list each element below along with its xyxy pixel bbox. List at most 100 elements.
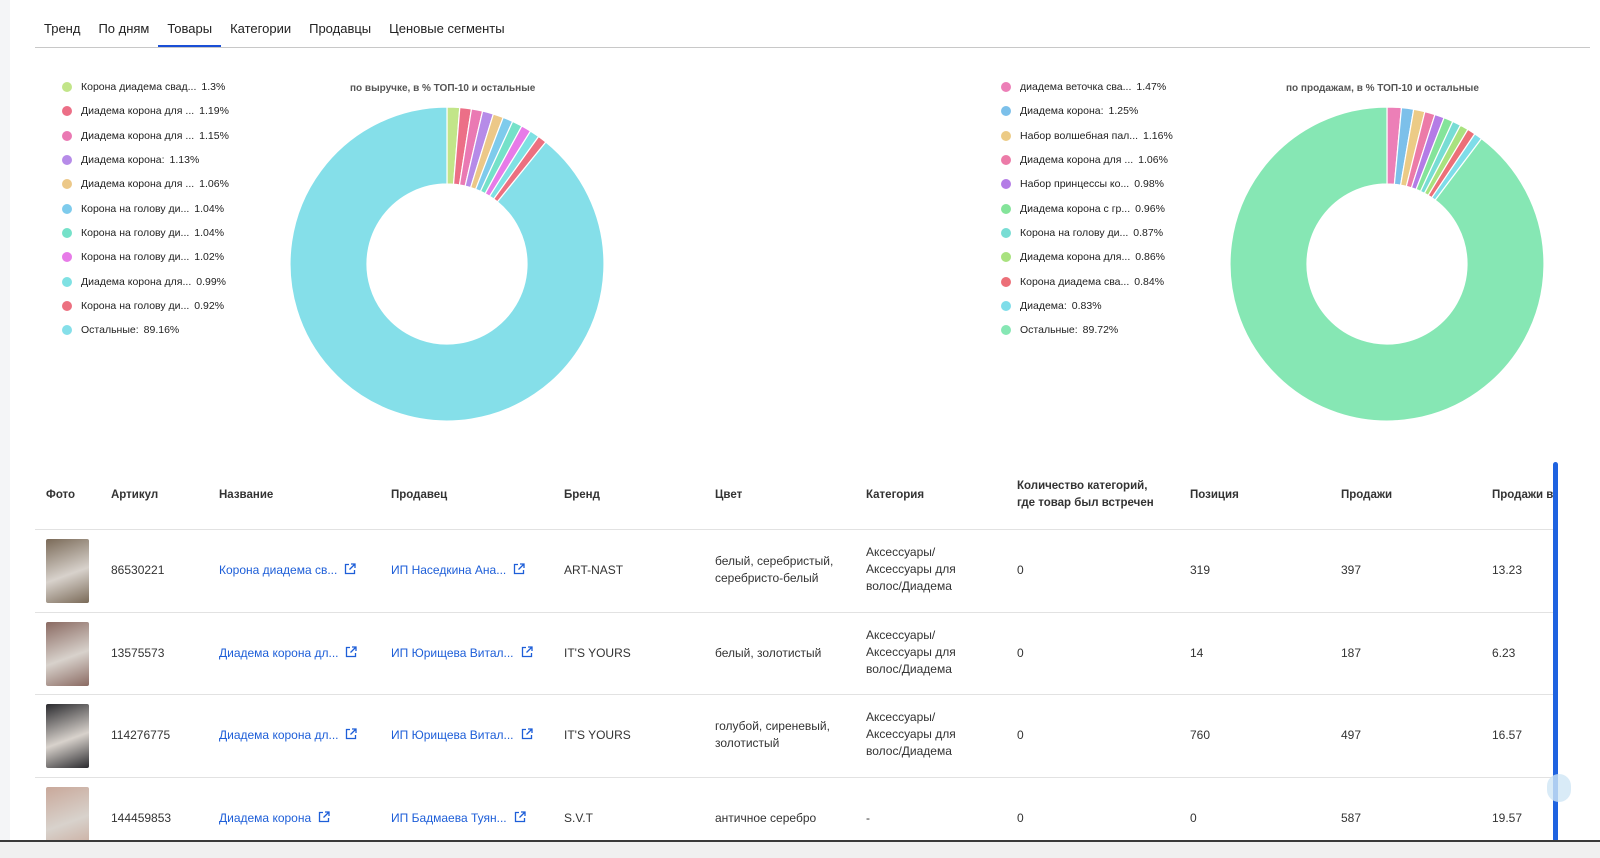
legend-item[interactable]: диадема веточка сва... 1.47% — [1001, 75, 1191, 99]
tab-by-days[interactable]: По дням — [98, 21, 150, 36]
legend-item[interactable]: Диадема корона для... 0.86% — [1001, 245, 1191, 269]
legend-item[interactable]: Диадема корона с гр... 0.96% — [1001, 196, 1191, 220]
legend-label: Диадема корона: — [1020, 105, 1104, 118]
product-name-link[interactable]: Диадема корона — [219, 810, 312, 825]
product-photo[interactable] — [46, 539, 89, 603]
legend-item[interactable]: Диадема корона для ... 1.15% — [62, 124, 252, 148]
color-cell: голубой, сиреневый, золотистый — [715, 719, 830, 750]
sales-cell: 587 — [1341, 810, 1362, 825]
legend-marker — [1001, 155, 1011, 166]
seller-link[interactable]: ИП Юрищева Витал... — [391, 645, 514, 660]
legend-item[interactable]: Корона диадема свад... 1.3% — [62, 75, 252, 99]
legend-label: Диадема корона с гр... — [1020, 202, 1131, 215]
legend-label: диадема веточка сва... — [1020, 81, 1132, 94]
category-cell: Аксессуары/ Аксессуары для волос/Диадема — [866, 627, 956, 676]
tab-price-segments[interactable]: Ценовые сегменты — [389, 21, 505, 36]
legend-item[interactable]: Диадема корона для... 0.99% — [62, 269, 252, 293]
legend-label: Диадема корона для... — [81, 275, 192, 288]
header-brand[interactable]: Бренд — [564, 489, 600, 501]
product-photo[interactable] — [46, 786, 89, 851]
legend-item[interactable]: Набор волшебная пал... 1.16% — [1001, 124, 1191, 148]
header-category-count[interactable]: Количество категорий, где товар был встр… — [1017, 480, 1154, 509]
donut-slice[interactable] — [1229, 106, 1545, 422]
external-link-icon[interactable] — [345, 728, 358, 740]
legend-label: Остальные: — [81, 324, 139, 337]
header-seller[interactable]: Продавец — [391, 489, 448, 501]
external-link-icon[interactable] — [514, 810, 526, 823]
legend-label: Диадема: — [1020, 299, 1067, 312]
header-color[interactable]: Цвет — [715, 489, 743, 501]
header-category[interactable]: Категория — [866, 489, 925, 501]
seller-link[interactable]: ИП Юрищева Витал... — [391, 728, 514, 742]
table-row[interactable]: 13575573 Диадема корона дл... ИП Юрищева… — [35, 613, 1555, 695]
seller-cell: ИП Юрищева Витал... — [391, 727, 533, 744]
article-cell: 86530221 — [111, 563, 165, 577]
legend-value: 1.04% — [194, 202, 225, 215]
table-row[interactable]: 114276775 Диадема корона дл... ИП Юрищев… — [35, 695, 1555, 778]
table-row[interactable]: 86530221 Корона диадема св... ИП Наседки… — [35, 530, 1555, 613]
legend-label: Диадема корона для ... — [81, 178, 195, 191]
legend-value: 1.02% — [194, 251, 225, 264]
header-name[interactable]: Название — [219, 489, 274, 501]
table-scrollbar[interactable] — [1553, 462, 1558, 842]
legend-marker — [62, 276, 72, 287]
legend-item[interactable]: Диадема корона: 1.25% — [1001, 99, 1191, 123]
legend-marker — [62, 325, 72, 336]
legend-item[interactable]: Корона диадема сва... 0.84% — [1001, 269, 1191, 293]
tab-categories[interactable]: Категории — [230, 21, 292, 36]
legend-item[interactable]: Остальные: 89.16% — [62, 318, 252, 342]
legend-item[interactable]: Диадема корона для ... 1.06% — [1001, 148, 1191, 172]
legend-value: 1.25% — [1108, 105, 1139, 118]
left-gutter — [0, 0, 10, 858]
brand-cell: S.V.T — [564, 810, 593, 825]
legend-item[interactable]: Набор принцессы ко... 0.98% — [1001, 172, 1191, 196]
table-row[interactable]: 144459853 Диадема корона ИП Бадмаева Туя… — [35, 778, 1555, 858]
legend-item[interactable]: Корона на голову ди... 0.87% — [1001, 221, 1191, 245]
external-link-icon[interactable] — [521, 645, 533, 658]
external-link-icon[interactable] — [345, 645, 358, 658]
sales-cell: 497 — [1341, 728, 1362, 742]
legend-item[interactable]: Диадема: 0.83% — [1001, 294, 1191, 318]
category-count-cell: 0 — [1017, 645, 1024, 660]
legend-item[interactable]: Остальные: 89.72% — [1001, 318, 1191, 342]
header-sales[interactable]: Продажи — [1341, 489, 1393, 501]
tab-trend[interactable]: Тренд — [44, 21, 81, 36]
legend-item[interactable]: Корона на голову ди... 1.02% — [62, 245, 252, 269]
products-table: Фото Артикул Название Продавец Бренд Цве… — [35, 462, 1555, 858]
legend-label: Набор волшебная пал... — [1020, 129, 1139, 142]
scroll-to-top-button[interactable] — [1547, 774, 1571, 802]
header-position[interactable]: Позиция — [1190, 489, 1239, 501]
legend-item[interactable]: Диадема корона для ... 1.06% — [62, 172, 252, 196]
product-name-link[interactable]: Диадема корона дл... — [219, 728, 339, 742]
legend-item[interactable]: Корона на голову ди... 0.92% — [62, 294, 252, 318]
sales-cell: 187 — [1341, 645, 1362, 660]
tab-sellers[interactable]: Продавцы — [309, 21, 372, 36]
product-photo[interactable] — [46, 621, 89, 686]
legend-marker — [1001, 227, 1011, 238]
sales-legend: диадема веточка сва... 1.47% Диадема корон… — [1001, 75, 1191, 342]
header-article[interactable]: Артикул — [111, 489, 159, 501]
product-name-link[interactable]: Диадема корона дл... — [219, 645, 339, 660]
legend-item[interactable]: Корона на голову ди... 1.04% — [62, 196, 252, 220]
seller-link[interactable]: ИП Наседкина Ана... — [391, 563, 507, 577]
external-link-icon[interactable] — [513, 563, 525, 575]
donut-slice[interactable] — [289, 106, 605, 422]
sales-per-day-cell: 13.23 — [1492, 563, 1523, 577]
header-sales-per-day[interactable]: Продажи в — [1492, 489, 1554, 501]
external-link-icon[interactable] — [521, 728, 533, 740]
tab-products[interactable]: Товары — [158, 14, 222, 47]
legend-item[interactable]: Корона на голову ди... 1.04% — [62, 221, 252, 245]
external-link-icon[interactable] — [344, 563, 356, 575]
legend-item[interactable]: Диадема корона: 1.13% — [62, 148, 252, 172]
brand-cell: IT'S YOURS — [564, 728, 631, 742]
seller-link[interactable]: ИП Бадмаева Туян... — [391, 810, 507, 825]
legend-value: 0.86% — [1135, 251, 1166, 264]
product-photo[interactable] — [46, 704, 89, 768]
external-link-icon[interactable] — [318, 810, 330, 823]
legend-label: Остальные: — [1020, 324, 1078, 337]
product-name-link[interactable]: Корона диадема св... — [219, 563, 338, 577]
legend-label: Корона на голову ди... — [81, 251, 190, 264]
legend-item[interactable]: Диадема корона для ... 1.19% — [62, 99, 252, 123]
header-photo[interactable]: Фото — [46, 489, 76, 501]
legend-marker — [1001, 325, 1011, 336]
